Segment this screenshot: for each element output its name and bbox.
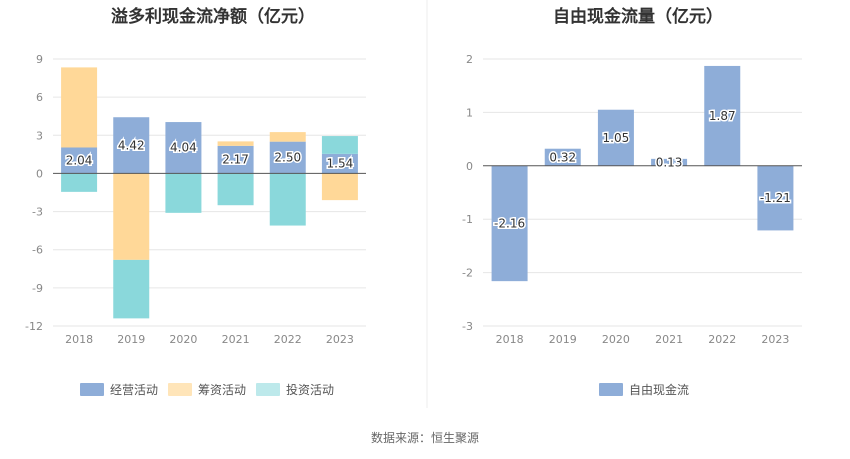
x-tick-label: 2023	[326, 333, 354, 346]
data-label: 0.32	[549, 150, 576, 164]
chart1-axis: 9 6 3 0 -3 -6 -9 -12 2018 2019 2020 2021 2022 2023	[25, 53, 366, 346]
bar	[165, 173, 202, 213]
y-tick-label: 1	[466, 106, 473, 119]
chart2-data-labels: -2.16 0.32 1.05 0.13 1.87 -1.21	[493, 107, 793, 232]
bar	[113, 117, 150, 174]
legend-label: 经营活动	[110, 383, 158, 397]
bar	[217, 145, 254, 174]
data-label: -1.21	[760, 191, 791, 205]
chart2-gridlines	[483, 58, 802, 327]
y-tick-label: 6	[36, 91, 43, 104]
chart1-title: 溢多利现金流净额（亿元）	[111, 6, 315, 27]
y-tick-label: 2	[466, 53, 473, 66]
data-label: 0.13	[656, 155, 683, 169]
legend-swatch	[168, 383, 192, 396]
y-tick-label: 3	[36, 129, 43, 142]
y-tick-label: -1	[462, 213, 473, 226]
bar	[704, 65, 741, 166]
chart2-axis: 2 1 0 -1 -2 -3 2018 2019 2020 2021 2022 2023	[462, 53, 802, 346]
chart1-legend[interactable]: 经营活动 筹资活动 投资活动	[80, 382, 334, 397]
bar	[651, 158, 688, 166]
bar	[113, 259, 150, 319]
chart1-data-labels: 2.04 4.42 4.04 2.17 2.50 1.54	[64, 137, 355, 172]
data-label: -2.16	[494, 216, 525, 230]
bar	[544, 148, 581, 166]
data-label: 2.17	[222, 153, 249, 167]
y-tick-label: -3	[32, 206, 43, 219]
chart1-gridlines	[53, 58, 366, 327]
x-tick-label: 2023	[761, 333, 789, 346]
x-tick-label: 2021	[655, 333, 683, 346]
x-tick-label: 2020	[169, 333, 197, 346]
x-tick-label: 2019	[549, 333, 577, 346]
bar	[217, 141, 254, 146]
x-tick-label: 2021	[222, 333, 250, 346]
legend-swatch	[256, 383, 280, 396]
bar	[113, 173, 150, 260]
chart1-bars	[61, 67, 358, 319]
bar	[165, 122, 202, 174]
x-tick-label: 2018	[496, 333, 524, 346]
data-label: 1.05	[603, 131, 630, 145]
y-tick-label: -2	[462, 267, 473, 280]
y-tick-label: -9	[32, 282, 43, 295]
bar	[61, 173, 98, 192]
legend-label: 投资活动	[286, 382, 334, 397]
bar	[757, 165, 794, 231]
bar	[217, 173, 254, 206]
y-tick-label: 9	[36, 53, 43, 66]
x-tick-label: 2018	[65, 333, 93, 346]
bar	[597, 109, 634, 166]
y-tick-label: 0	[466, 160, 473, 173]
y-tick-label: -3	[462, 320, 473, 333]
y-tick-label: -12	[25, 320, 43, 333]
legend-label: 自由现金流	[629, 382, 689, 397]
data-label: 4.42	[118, 138, 145, 152]
bar	[491, 165, 528, 282]
y-tick-label: 0	[36, 167, 43, 180]
net-cash-flow-chart: 溢多利现金流净额（亿元） 9 6 3 0 -3 -6 -9 -12 2018 2019 2020 20…	[25, 6, 366, 397]
x-tick-label: 2022	[708, 333, 736, 346]
bar	[321, 136, 358, 154]
data-label: 1.54	[327, 157, 354, 171]
x-tick-label: 2019	[117, 333, 145, 346]
bar	[321, 173, 358, 201]
bar	[269, 173, 306, 226]
bar	[269, 132, 306, 142]
x-tick-label: 2022	[274, 333, 302, 346]
y-tick-label: -6	[32, 244, 43, 257]
data-label: 2.50	[274, 151, 301, 165]
bar	[61, 67, 98, 148]
legend-label: 筹资活动	[198, 383, 246, 397]
bar	[61, 147, 98, 174]
chart2-bars	[491, 65, 794, 282]
free-cash-flow-chart: 自由现金流量（亿元） 2 1 0 -1 -2 -3 2018 2019 2020 2021 2022…	[462, 6, 802, 397]
bar	[321, 153, 358, 174]
x-tick-label: 2020	[602, 333, 630, 346]
data-source: 数据来源：恒生聚源	[371, 430, 479, 445]
legend-swatch	[599, 383, 623, 396]
data-label: 4.04	[170, 141, 197, 155]
chart2-title: 自由现金流量（亿元）	[553, 6, 723, 27]
bar	[269, 141, 306, 174]
legend-swatch	[80, 383, 104, 396]
chart2-legend[interactable]: 自由现金流	[599, 382, 689, 397]
data-label: 1.87	[709, 109, 736, 123]
data-label: 2.04	[66, 153, 93, 167]
